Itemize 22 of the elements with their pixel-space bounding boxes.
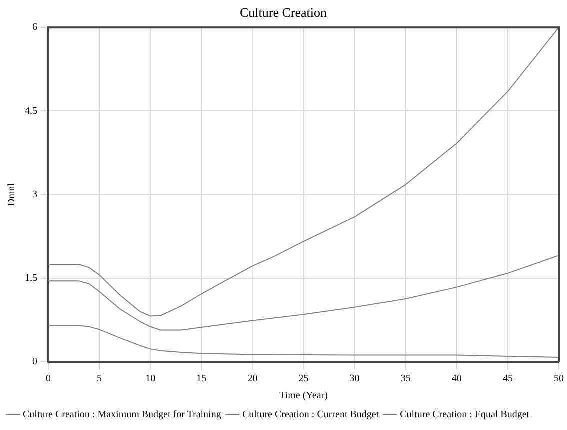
x-tick-label: 15: [196, 374, 207, 385]
x-tick-label: 30: [350, 374, 360, 385]
legend-label: Culture Creation : Current Budget: [242, 410, 380, 421]
x-tick-label: 5: [97, 374, 102, 385]
y-tick-label: 4.5: [25, 106, 38, 117]
x-tick-label: 25: [298, 374, 309, 385]
y-tick-label: 3: [32, 189, 38, 200]
x-tick-label: 45: [502, 374, 513, 385]
x-tick-label: 0: [46, 374, 51, 385]
x-tick-label: 50: [554, 374, 564, 385]
x-tick-label: 20: [248, 374, 258, 385]
y-tick-label: 0: [32, 356, 38, 368]
y-tick-label: 1.5: [25, 273, 38, 284]
legend-label: Culture Creation : Maximum Budget for Training: [23, 410, 222, 421]
x-tick-label: 35: [400, 374, 411, 385]
x-tick-label: 40: [452, 374, 462, 385]
y-tick-label: 6: [32, 22, 38, 34]
chart-title: Culture Creation: [240, 5, 328, 20]
legend-label: Culture Creation : Equal Budget: [400, 410, 530, 421]
y-axis-title: Dmnl: [6, 183, 18, 206]
x-tick-label: 10: [146, 374, 156, 385]
x-axis-title: Time (Year): [280, 390, 328, 402]
